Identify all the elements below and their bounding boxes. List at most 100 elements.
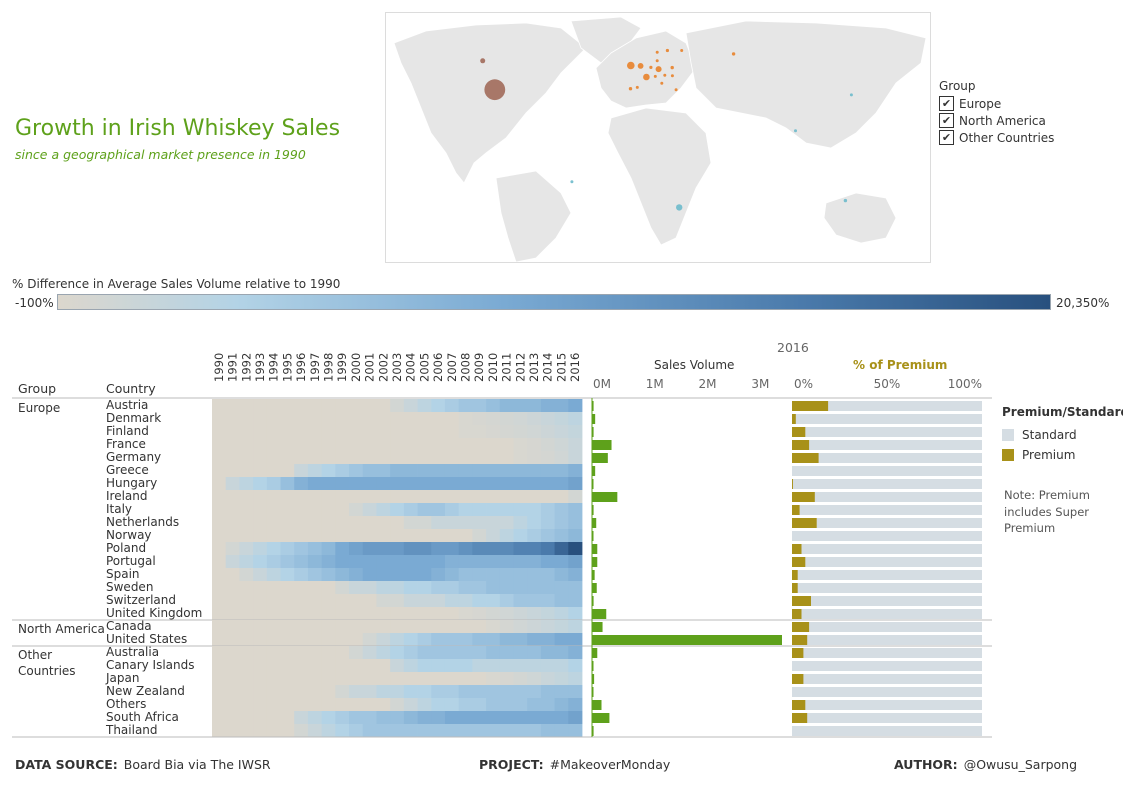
heatmap-cell[interactable] (513, 607, 528, 620)
heatmap-cell[interactable] (554, 542, 569, 555)
heatmap-cell[interactable] (239, 620, 254, 633)
heatmap-cell[interactable] (349, 464, 364, 477)
heatmap-cell[interactable] (527, 399, 542, 412)
heatmap-cell[interactable] (513, 542, 528, 555)
heatmap-cell[interactable] (266, 698, 281, 711)
heatmap-cell[interactable] (280, 568, 295, 581)
heatmap-cell[interactable] (540, 620, 555, 633)
heatmap-cell[interactable] (294, 542, 309, 555)
heatmap-cell[interactable] (335, 581, 350, 594)
heatmap-cell[interactable] (390, 451, 405, 464)
heatmap-cell[interactable] (212, 685, 227, 698)
heatmap-cell[interactable] (513, 698, 528, 711)
heatmap-cell[interactable] (472, 646, 487, 659)
heatmap-cell[interactable] (390, 477, 405, 490)
heatmap-cell[interactable] (431, 724, 446, 737)
sales-volume-bar[interactable] (592, 479, 594, 489)
heatmap-cell[interactable] (417, 542, 432, 555)
heatmap-cell[interactable] (527, 698, 542, 711)
heatmap-cell[interactable] (266, 581, 281, 594)
premium-share-bar[interactable] (792, 583, 798, 593)
heatmap-cell[interactable] (568, 516, 583, 529)
heatmap-cell[interactable] (349, 399, 364, 412)
heatmap-cell[interactable] (417, 438, 432, 451)
heatmap-cell[interactable] (362, 698, 377, 711)
heatmap-cell[interactable] (294, 568, 309, 581)
heatmap-cell[interactable] (362, 451, 377, 464)
legend-item-north-america[interactable]: ✔ North America (939, 112, 1054, 129)
heatmap-cell[interactable] (431, 399, 446, 412)
table-row[interactable]: Switzerland (106, 593, 982, 607)
heatmap-cell[interactable] (417, 698, 432, 711)
heatmap-cell[interactable] (499, 438, 514, 451)
heatmap-cell[interactable] (321, 607, 336, 620)
heatmap-cell[interactable] (225, 685, 240, 698)
heatmap-cell[interactable] (527, 646, 542, 659)
heatmap-cell[interactable] (253, 451, 268, 464)
heatmap-cell[interactable] (307, 425, 323, 438)
heatmap-cell[interactable] (458, 685, 473, 698)
heatmap-cell[interactable] (554, 438, 569, 451)
heatmap-cell[interactable] (513, 399, 528, 412)
heatmap-cell[interactable] (458, 464, 473, 477)
heatmap-cell[interactable] (499, 568, 514, 581)
heatmap-cell[interactable] (225, 516, 240, 529)
heatmap-cell[interactable] (280, 555, 295, 568)
heatmap-cell[interactable] (280, 620, 295, 633)
heatmap-cell[interactable] (212, 594, 227, 607)
map-marker[interactable] (649, 65, 653, 69)
map-marker[interactable] (843, 198, 848, 203)
heatmap-cell[interactable] (458, 451, 473, 464)
heatmap-cell[interactable] (362, 646, 377, 659)
heatmap-cell[interactable] (225, 451, 240, 464)
heatmap-cell[interactable] (486, 568, 501, 581)
heatmap-cell[interactable] (472, 724, 487, 737)
heatmap-cell[interactable] (335, 620, 350, 633)
heatmap-cell[interactable] (294, 659, 309, 672)
premium-share-bar[interactable] (792, 674, 804, 684)
heatmap-cell[interactable] (472, 477, 487, 490)
heatmap-cell[interactable] (458, 711, 473, 724)
heatmap-cell[interactable] (527, 438, 542, 451)
heatmap-cell[interactable] (349, 659, 364, 672)
heatmap-cell[interactable] (225, 581, 240, 594)
heatmap-cell[interactable] (307, 542, 323, 555)
heatmap-cell[interactable] (280, 685, 295, 698)
sales-volume-bar[interactable] (592, 713, 610, 723)
sales-volume-bar[interactable] (592, 531, 594, 541)
heatmap-cell[interactable] (321, 594, 336, 607)
heatmap-cell[interactable] (225, 646, 240, 659)
table-row[interactable]: Poland (106, 541, 982, 555)
heatmap-cell[interactable] (554, 412, 569, 425)
heatmap-cell[interactable] (390, 672, 405, 685)
heatmap-cell[interactable] (280, 529, 295, 542)
heatmap-cell[interactable] (403, 438, 418, 451)
heatmap-cell[interactable] (431, 464, 446, 477)
heatmap-cell[interactable] (527, 568, 542, 581)
heatmap-cell[interactable] (362, 490, 377, 503)
standard-share-bar[interactable] (792, 622, 982, 632)
heatmap-cell[interactable] (486, 490, 501, 503)
heatmap-cell[interactable] (513, 477, 528, 490)
heatmap-cell[interactable] (472, 633, 487, 646)
legend-item-europe[interactable]: ✔ Europe (939, 95, 1054, 112)
heatmap-cell[interactable] (280, 451, 295, 464)
heatmap-cell[interactable] (554, 568, 569, 581)
heatmap-cell[interactable] (280, 646, 295, 659)
heatmap-cell[interactable] (212, 555, 227, 568)
standard-share-bar[interactable] (792, 609, 982, 619)
heatmap-cell[interactable] (225, 490, 240, 503)
heatmap-cell[interactable] (568, 477, 583, 490)
heatmap-cell[interactable] (225, 477, 240, 490)
heatmap-cell[interactable] (294, 477, 309, 490)
heatmap-cell[interactable] (472, 594, 487, 607)
heatmap-cell[interactable] (349, 594, 364, 607)
premium-share-bar[interactable] (792, 596, 811, 606)
heatmap-cell[interactable] (362, 724, 377, 737)
heatmap-cell[interactable] (239, 451, 254, 464)
heatmap-cell[interactable] (294, 516, 309, 529)
table-row[interactable]: Canary Islands (106, 658, 982, 672)
heatmap-cell[interactable] (431, 672, 446, 685)
heatmap-cell[interactable] (307, 698, 323, 711)
heatmap-cell[interactable] (540, 425, 555, 438)
